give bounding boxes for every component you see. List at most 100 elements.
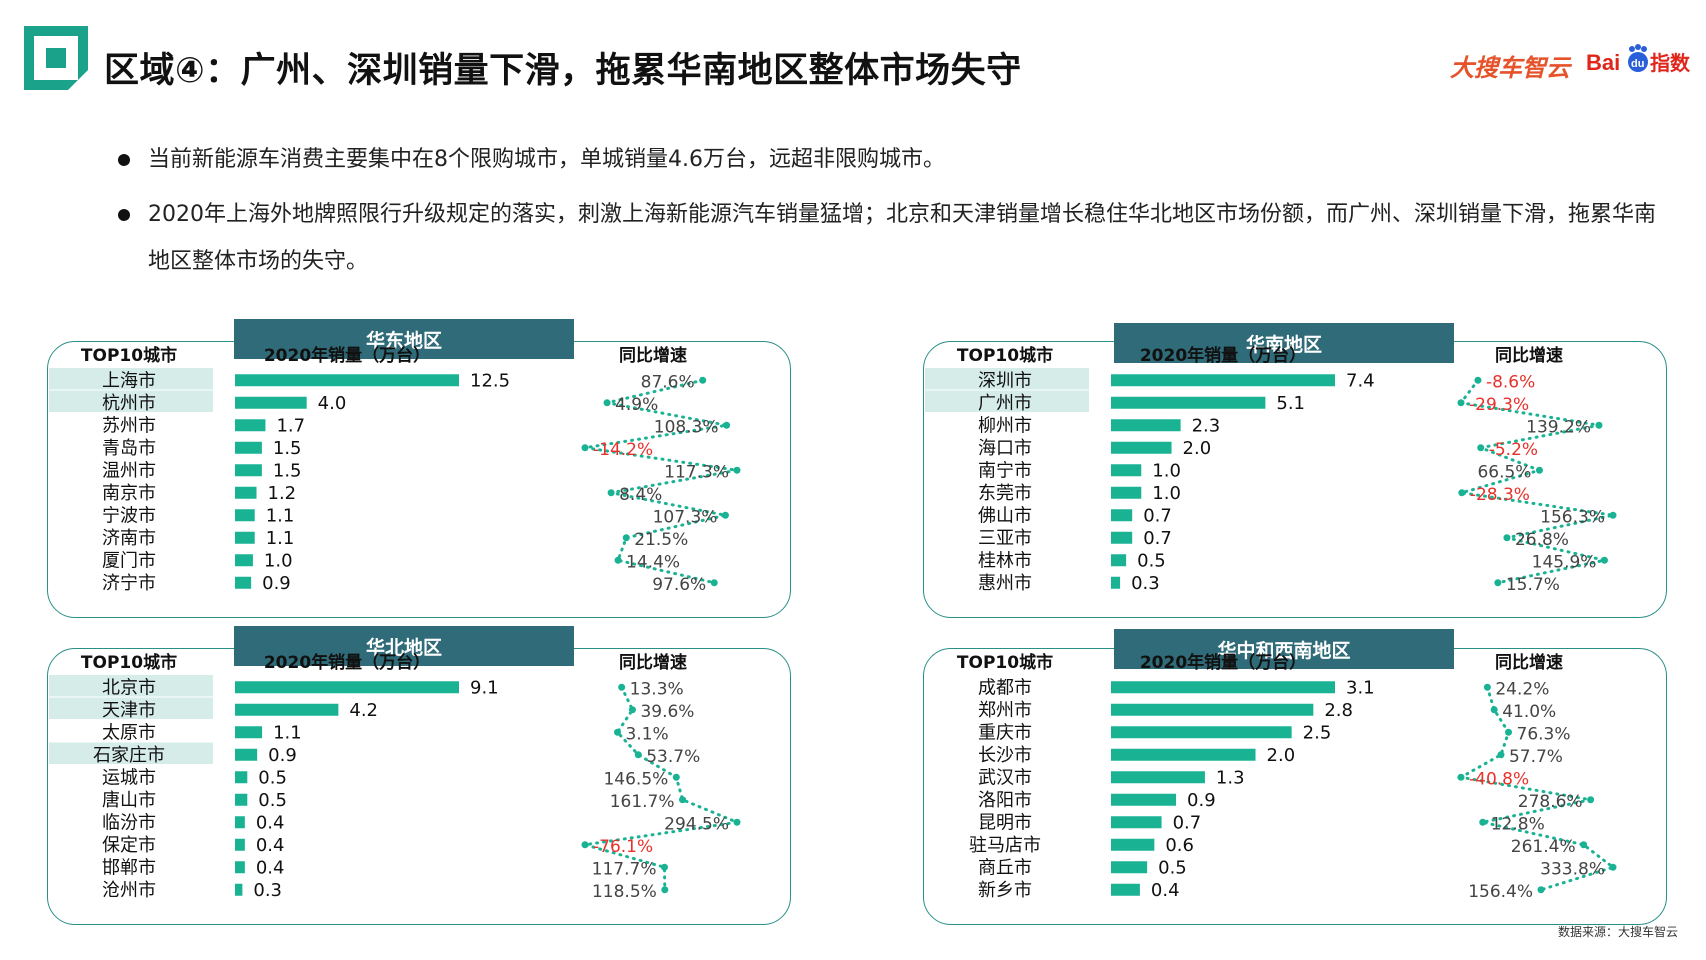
city-label: 三亚市 [978, 528, 1032, 549]
city-label: 太原市 [102, 722, 156, 743]
growth-point [723, 421, 731, 429]
sales-bar [1111, 509, 1133, 522]
sales-value-label: 9.1 [470, 677, 499, 698]
sales-bar [235, 374, 459, 387]
sales-value-label: 2.0 [1267, 745, 1296, 766]
sales-bar [235, 748, 258, 761]
svg-text:du: du [1631, 58, 1644, 70]
city-label: 石家庄市 [93, 745, 165, 766]
city-label: 新乡市 [978, 880, 1032, 901]
growth-label: 26.8% [1515, 530, 1569, 550]
growth-label: -5.2% [1489, 440, 1538, 460]
sales-value-label: 0.5 [258, 790, 287, 811]
growth-label: -28.3% [1470, 485, 1530, 505]
growth-label: -29.3% [1469, 395, 1529, 415]
city-label: 杭州市 [102, 393, 156, 414]
column-header-sales: 2020年销量（万台） [1140, 652, 1306, 673]
city-label: 沧州市 [102, 880, 156, 901]
sales-value-label: 4.0 [318, 393, 347, 414]
sales-bar [1111, 681, 1335, 694]
city-label: 桂林市 [978, 550, 1032, 571]
growth-label: 41.0% [1502, 702, 1556, 722]
sales-bar [1111, 748, 1256, 761]
city-label: 广州市 [978, 393, 1032, 414]
sales-value-label: 2.8 [1324, 700, 1353, 721]
growth-label: 4.9% [615, 395, 658, 415]
sales-bar [235, 396, 307, 409]
bullet-item: 2020年上海外地牌照限行升级规定的落实，刺激上海新能源汽车销量猛增；北京和天津… [112, 191, 1672, 285]
column-header-growth: 同比增速 [1495, 345, 1563, 366]
sales-value-label: 1.1 [266, 528, 295, 549]
city-label: 商丘市 [978, 857, 1032, 878]
sales-value-label: 0.9 [268, 745, 297, 766]
growth-point [1609, 511, 1617, 519]
city-label: 上海市 [102, 370, 156, 391]
sales-bar [235, 838, 245, 851]
sales-bar [1111, 576, 1121, 589]
growth-point [733, 466, 741, 474]
sales-bar [235, 576, 252, 589]
sales-bar [235, 816, 245, 829]
sales-bar [235, 531, 255, 544]
city-label: 深圳市 [978, 370, 1032, 391]
growth-label: -76.1% [593, 837, 653, 857]
tab-south-china: 华南地区 [1114, 323, 1454, 363]
growth-point [699, 376, 707, 384]
sales-value-label: 1.0 [1152, 460, 1181, 481]
growth-label: 13.3% [630, 679, 684, 699]
growth-label: 139.2% [1526, 417, 1591, 437]
growth-label: 118.5% [592, 882, 657, 902]
sales-value-label: 2.5 [1303, 722, 1332, 743]
column-header-growth: 同比增速 [619, 652, 687, 673]
sales-bar [235, 703, 339, 716]
tab-north-china: 华北地区 [234, 626, 574, 666]
growth-label: 261.4% [1511, 837, 1576, 857]
city-label: 宁波市 [102, 505, 156, 526]
growth-label: 278.6% [1518, 792, 1583, 812]
growth-point [1537, 886, 1545, 894]
column-header-city: TOP10城市 [957, 652, 1053, 673]
city-label: 济南市 [102, 528, 156, 549]
growth-point [1483, 683, 1491, 691]
growth-point [660, 863, 668, 871]
growth-label: 21.5% [634, 530, 688, 550]
sales-bar [1111, 441, 1172, 454]
sales-bar [235, 554, 253, 567]
sales-bar [235, 726, 263, 739]
sales-bar [1111, 883, 1140, 896]
growth-label: 97.6% [652, 575, 706, 595]
sales-value-label: 0.4 [1151, 880, 1180, 901]
city-highlight [925, 368, 1089, 390]
column-header-sales: 2020年销量（万台） [264, 652, 430, 673]
city-label: 南京市 [102, 483, 156, 504]
tab-central-southwest: 华中和西南地区 [1114, 629, 1454, 669]
city-label: 东莞市 [978, 483, 1032, 504]
growth-label: 57.7% [1509, 747, 1563, 767]
sales-bar [235, 883, 243, 896]
sales-value-label: 0.7 [1143, 505, 1172, 526]
growth-point [1595, 421, 1603, 429]
svg-text:指数: 指数 [1650, 51, 1691, 75]
growth-label: 76.3% [1517, 724, 1571, 744]
sales-bar [235, 486, 257, 499]
sales-value-label: 0.7 [1143, 528, 1172, 549]
city-label: 武汉市 [978, 767, 1032, 788]
city-label: 郑州市 [978, 700, 1032, 721]
sales-value-label: 1.5 [273, 460, 302, 481]
sales-bar [235, 464, 262, 477]
growth-label: 107.3% [653, 507, 718, 527]
sales-bar [1111, 861, 1148, 874]
sales-value-label: 12.5 [470, 370, 510, 391]
city-label: 昆明市 [978, 812, 1032, 833]
column-header-city: TOP10城市 [81, 345, 177, 366]
growth-label: 156.3% [1540, 507, 1605, 527]
growth-point [1505, 728, 1513, 736]
column-header-city: TOP10城市 [81, 652, 177, 673]
sales-value-label: 1.2 [268, 483, 297, 504]
sales-value-label: 2.0 [1183, 438, 1212, 459]
city-label: 天津市 [102, 700, 156, 721]
sales-bar [1111, 816, 1162, 829]
sales-value-label: 0.5 [1137, 550, 1166, 571]
